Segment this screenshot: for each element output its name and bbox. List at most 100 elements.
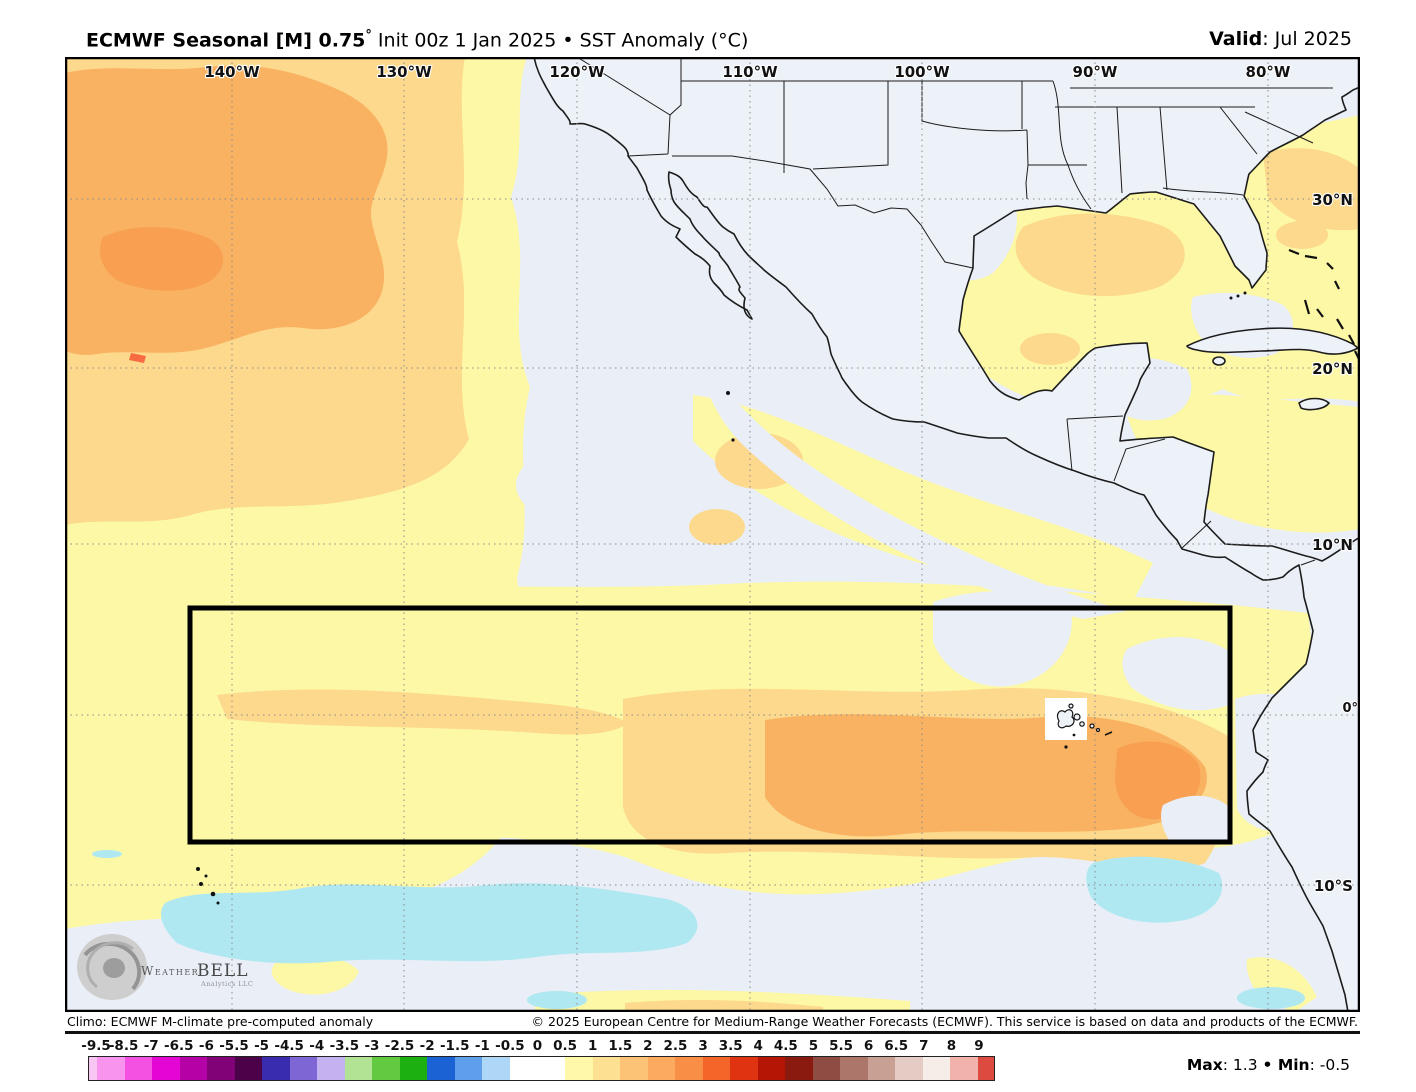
colorbar-segment bbox=[317, 1057, 345, 1080]
logo-text-weather: Weather bbox=[141, 964, 199, 978]
colorbar-tick: 9 bbox=[974, 1038, 984, 1054]
island-cuba bbox=[1186, 327, 1359, 355]
colorbar-segment bbox=[565, 1057, 593, 1080]
colorbar-segment bbox=[840, 1057, 868, 1080]
colorbar-segment bbox=[922, 1057, 951, 1080]
min-label: Min bbox=[1277, 1056, 1310, 1074]
lat-label-0: 0° bbox=[1342, 701, 1358, 716]
lat-label-30n: 30°N bbox=[1312, 191, 1353, 209]
colorbar-tick: -1 bbox=[474, 1038, 490, 1054]
colorbar-tick: -4 bbox=[309, 1038, 325, 1054]
colorbar-tick: -7 bbox=[143, 1038, 159, 1054]
colorbar-tick: -8.5 bbox=[108, 1038, 139, 1054]
colorbar-segment bbox=[702, 1057, 731, 1080]
state-borders bbox=[576, 56, 1333, 566]
lon-label-100w: 100°W bbox=[894, 63, 950, 81]
lon-label-130w: 130°W bbox=[376, 63, 432, 81]
climo-note: Climo: ECMWF M-climate pre-computed anom… bbox=[67, 1014, 374, 1029]
colorbar-tick: 0 bbox=[532, 1038, 543, 1054]
max-value: : 1.3 bbox=[1222, 1056, 1263, 1074]
lon-label-140w: 140°W bbox=[204, 63, 260, 81]
colorbar-tick: -3.5 bbox=[329, 1038, 360, 1054]
colorbar-segment bbox=[757, 1057, 786, 1080]
colorbar-tick: -9.5 bbox=[81, 1038, 111, 1054]
colorbar-tick: 5 bbox=[808, 1038, 819, 1054]
colorbar-segment bbox=[399, 1057, 428, 1080]
colorbar-segment bbox=[950, 1057, 978, 1080]
colorbar-segment bbox=[509, 1057, 538, 1080]
colorbar-segment bbox=[207, 1057, 235, 1080]
colorbar-tick: -2.5 bbox=[384, 1038, 415, 1054]
lat-label-20n: 20°N bbox=[1312, 360, 1353, 378]
colorbar-segment bbox=[234, 1057, 263, 1080]
colorbar bbox=[88, 1056, 995, 1081]
colorbar-segment bbox=[620, 1057, 648, 1080]
colorbar-segment bbox=[812, 1057, 841, 1080]
land-layer bbox=[533, 56, 1361, 1013]
logo-swirl-eye bbox=[103, 958, 125, 978]
colorbar-tick: -5.5 bbox=[219, 1038, 249, 1054]
colorbar-tick: 3 bbox=[698, 1038, 708, 1054]
logo-text-analytics: Analytics LLC bbox=[200, 980, 253, 988]
colorbar-tick: 3.5 bbox=[718, 1038, 743, 1054]
colorbar-tick: 5.5 bbox=[829, 1038, 853, 1054]
anomaly-red-spot bbox=[129, 353, 146, 363]
lon-label-80w: 80°W bbox=[1246, 63, 1291, 81]
valid-label: Valid bbox=[1209, 28, 1263, 50]
lon-label-90w: 90°W bbox=[1073, 63, 1118, 81]
title-degree: ° bbox=[365, 28, 372, 43]
max-label: Max bbox=[1186, 1056, 1223, 1074]
colorbar-segment bbox=[537, 1057, 566, 1080]
colorbar-segment bbox=[262, 1057, 290, 1080]
valid-time: Valid: Jul 2025 bbox=[1209, 28, 1352, 50]
min-value: : -0.5 bbox=[1309, 1056, 1350, 1074]
graticule-labels: 140°W 130°W 120°W 110°W 100°W 90°W 80°W … bbox=[203, 62, 1359, 896]
colorbar-tick: -5 bbox=[254, 1038, 270, 1054]
colorbar-tick: -2 bbox=[419, 1038, 435, 1054]
colorbar-tick: 4 bbox=[753, 1038, 763, 1054]
colorbar-segment bbox=[427, 1057, 455, 1080]
colorbar-tick: 2 bbox=[643, 1038, 653, 1054]
colorbar-tick: 4.5 bbox=[773, 1038, 798, 1054]
colorbar-segment bbox=[675, 1057, 703, 1080]
colorbar-segment bbox=[89, 1057, 97, 1080]
colorbar-tick: 2.5 bbox=[663, 1038, 688, 1054]
valid-value: : Jul 2025 bbox=[1262, 28, 1352, 50]
lat-label-10s: 10°S bbox=[1314, 877, 1353, 895]
max-min-stats: Max: 1.3 • Min: -0.5 bbox=[1187, 1056, 1350, 1074]
island-isla-juventud bbox=[1212, 356, 1226, 366]
colorbar-tick: 7 bbox=[919, 1038, 929, 1054]
colorbar-segment bbox=[454, 1057, 483, 1080]
nino-region-box bbox=[187, 605, 1233, 845]
lat-label-10n: 10°N bbox=[1312, 536, 1353, 554]
sst-anomaly-map: 140°W 130°W 120°W 110°W 100°W 90°W 80°W … bbox=[64, 56, 1361, 1013]
lon-label-120w: 120°W bbox=[549, 63, 605, 81]
colorbar-tick: 1.5 bbox=[608, 1038, 633, 1054]
colorbar-segment bbox=[97, 1057, 125, 1080]
colorbar-tick: -6 bbox=[198, 1038, 214, 1054]
colorbar-segment bbox=[482, 1057, 510, 1080]
colorbar-tick: 0.5 bbox=[553, 1038, 578, 1054]
colorbar-segment bbox=[152, 1057, 180, 1080]
colorbar-segment bbox=[867, 1057, 896, 1080]
colorbar-tick: -6.5 bbox=[164, 1038, 194, 1054]
colorbar-tick-labels: -9.5 -8.5 -7 -6.5 -6 -5.5 -5 -4.5 -4 -3.5 -3 -2.5 -2… bbox=[81, 1038, 995, 1054]
islands-small-dots bbox=[196, 291, 1247, 905]
colorbar-segment bbox=[289, 1057, 318, 1080]
copyright-note: © 2025 European Centre for Medium-Range … bbox=[531, 1014, 1358, 1029]
colorbar-segment bbox=[895, 1057, 923, 1080]
title-model: ECMWF Seasonal [M] 0.75 bbox=[86, 29, 366, 52]
bullet-separator: • bbox=[1262, 1056, 1278, 1074]
lon-label-110w: 110°W bbox=[722, 63, 778, 81]
colorbar-tick: -0.5 bbox=[495, 1038, 525, 1054]
colorbar-tick: 8 bbox=[946, 1038, 957, 1054]
colorbar-segment bbox=[592, 1057, 621, 1080]
colorbar-segment bbox=[730, 1057, 758, 1080]
coastline-americas bbox=[533, 56, 1361, 1013]
colorbar-segment bbox=[372, 1057, 400, 1080]
colorbar-tick: -1.5 bbox=[439, 1038, 470, 1054]
anomaly-cyan-layer bbox=[92, 850, 1305, 1009]
colorbar-tick: 1 bbox=[587, 1038, 598, 1054]
logo-swirl-arc-mid bbox=[86, 941, 134, 989]
